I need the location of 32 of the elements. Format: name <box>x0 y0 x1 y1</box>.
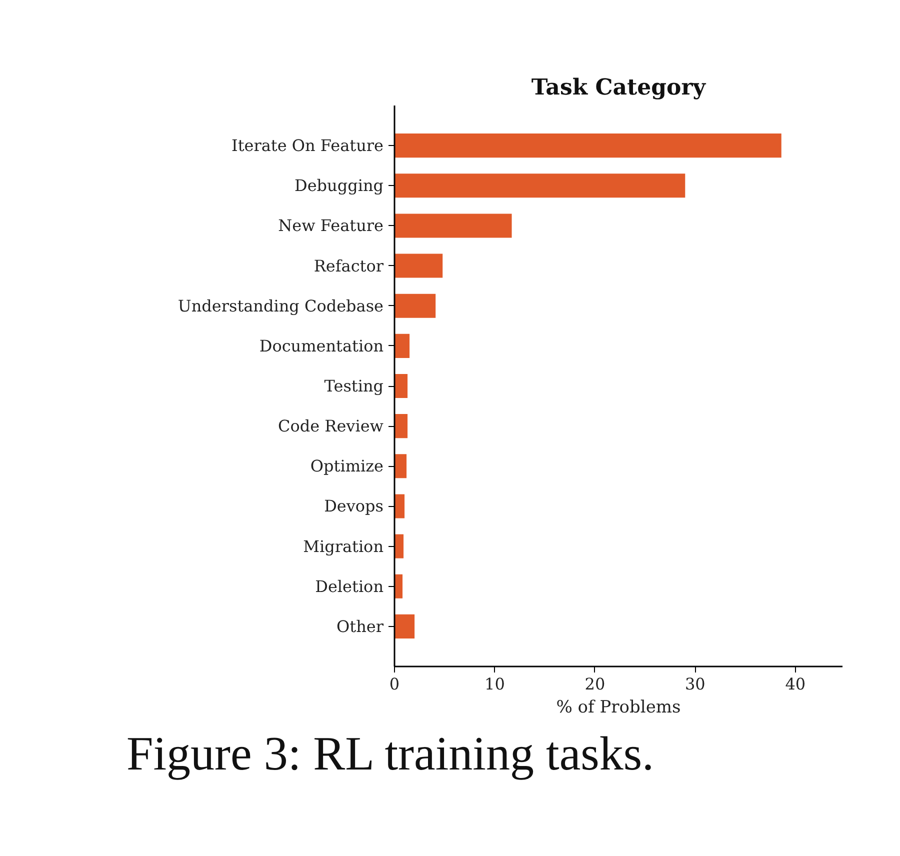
y-tick-label: New Feature <box>278 216 384 236</box>
bar <box>394 334 410 358</box>
bar <box>394 494 405 518</box>
y-tick-label: Debugging <box>294 176 384 196</box>
y-tick-label: Documentation <box>259 336 384 356</box>
x-tick-label: 20 <box>584 674 606 694</box>
x-tick-label: 10 <box>484 674 505 694</box>
bar <box>394 134 782 158</box>
bar <box>394 254 443 278</box>
y-tick-label: Devops <box>324 496 384 516</box>
bar <box>394 214 512 238</box>
x-axis-title: % of Problems <box>556 698 681 718</box>
y-tick-label: Code Review <box>278 416 384 436</box>
chart-title: Task Category <box>531 74 707 100</box>
y-tick-label: Iterate On Feature <box>232 136 384 156</box>
y-tick-label: Optimize <box>310 456 384 476</box>
y-tick-label: Other <box>336 616 384 636</box>
bar <box>394 614 415 638</box>
bar <box>394 294 436 318</box>
y-tick-label: Migration <box>303 536 384 556</box>
x-tick-label: 40 <box>785 674 806 694</box>
y-tick-label: Testing <box>324 376 384 396</box>
bar <box>394 414 408 438</box>
y-tick-label: Refactor <box>314 256 384 276</box>
caption: Figure 3: RL training tasks. <box>126 728 654 780</box>
bar <box>394 174 686 198</box>
bar <box>394 374 408 398</box>
x-tick-label: 30 <box>684 674 706 694</box>
y-tick-label: Understanding Codebase <box>178 296 384 316</box>
y-tick-label: Deletion <box>315 576 384 596</box>
bar <box>394 454 407 478</box>
x-tick-label: 0 <box>389 674 400 694</box>
